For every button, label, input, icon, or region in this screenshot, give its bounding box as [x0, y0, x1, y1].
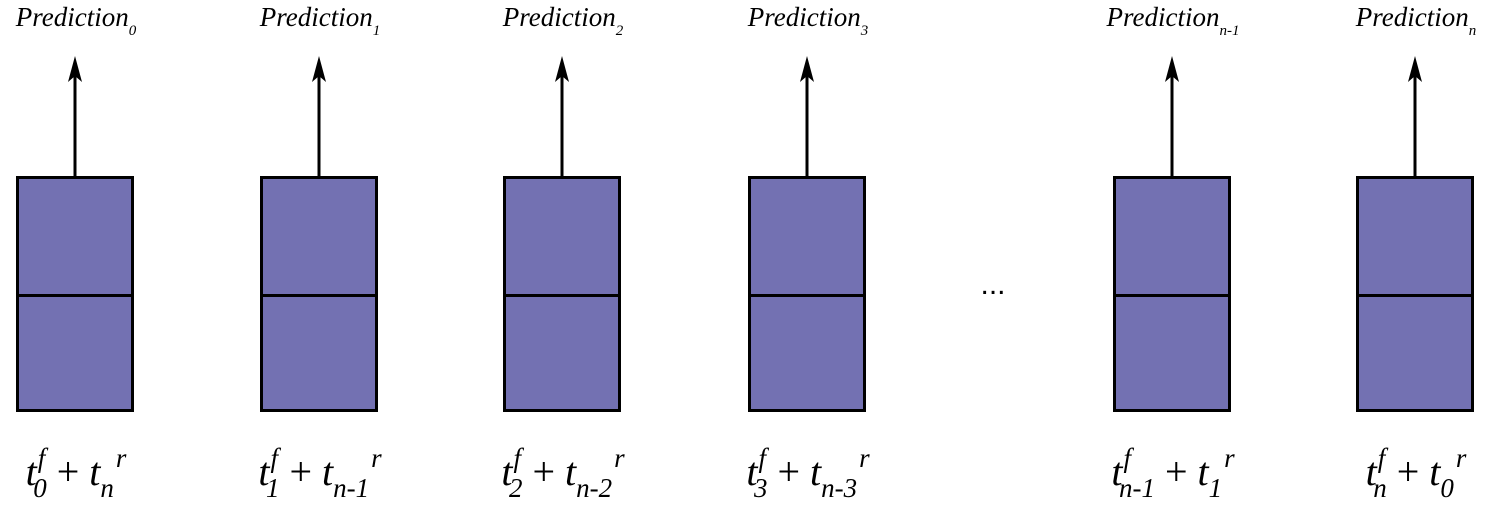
arrow-head [1165, 56, 1179, 82]
prediction-label-subscript: 1 [372, 23, 381, 39]
prediction-label: Prediction2 [493, 2, 633, 39]
forward-subscript: 1 [265, 473, 280, 503]
input-formula: tfn-1 + t1r [1083, 443, 1263, 503]
reverse-superscript: r [1455, 443, 1467, 473]
formula-t-forward: t [1365, 449, 1377, 494]
reverse-superscript: r [115, 443, 127, 473]
plus-sign: + [777, 449, 801, 494]
cell-divider [506, 294, 618, 297]
forward-subscript: 0 [33, 473, 47, 503]
arrow-head [312, 56, 326, 82]
lstm-cell-box [503, 176, 621, 412]
reverse-superscript: r [1224, 443, 1235, 473]
output-arrow [312, 56, 326, 176]
forward-superscript: f [758, 443, 766, 473]
formula-t-reverse: t [565, 449, 577, 494]
prediction-label-subscript: 3 [860, 23, 869, 39]
cell-divider [19, 294, 131, 297]
plus-sign: + [1396, 449, 1420, 494]
formula-t-reverse: t [89, 449, 101, 494]
formula-t-forward: t [25, 449, 37, 494]
input-formula: tfn + t0r [1326, 443, 1492, 503]
cell-divider [263, 294, 375, 297]
prediction-label-base: Prediction [1355, 2, 1469, 32]
cell-divider [1359, 294, 1471, 297]
forward-subscript: n-1 [1118, 473, 1155, 503]
output-arrow [68, 56, 82, 176]
forward-superscript: f [1377, 443, 1386, 473]
input-formula: tf2 + tn-2r [473, 443, 653, 503]
output-arrow [1165, 56, 1179, 176]
lstm-cell-box [748, 176, 866, 412]
reverse-subscript: n-1 [333, 473, 370, 503]
ellipsis: ... [980, 268, 1006, 301]
forward-superscript: f [37, 443, 46, 473]
prediction-label-base: Prediction [15, 2, 129, 32]
forward-superscript: f [513, 443, 521, 473]
prediction-label-subscript: n [1468, 23, 1477, 39]
cell-divider [751, 294, 863, 297]
prediction-label: Prediction3 [738, 2, 878, 39]
prediction-label-base: Prediction [1106, 2, 1220, 32]
lstm-column-4: Predictionn-1 tfn-1 + t1r [1103, 0, 1243, 522]
lstm-column-0: Prediction0 tf0 + tnr [6, 0, 146, 522]
lstm-column-3: Prediction3 tf3 + tn-3r [738, 0, 878, 522]
forward-superscript: f [1123, 443, 1131, 473]
formula-t-reverse: t [322, 449, 334, 494]
cell-divider [1116, 294, 1228, 297]
reverse-subscript: n-3 [821, 473, 858, 503]
input-formula: tf1 + tn-1r [230, 443, 410, 503]
output-arrow [1408, 56, 1422, 176]
prediction-label: Prediction0 [6, 2, 146, 39]
arrow-head [555, 56, 569, 82]
formula-t-reverse: t [1429, 449, 1441, 494]
input-formula: tf0 + tnr [0, 443, 166, 503]
formula-t-reverse: t [810, 449, 822, 494]
arrow-head [800, 56, 814, 82]
prediction-label: Prediction1 [250, 2, 390, 39]
formula-t-forward: t [746, 449, 758, 494]
prediction-label-subscript: n-1 [1219, 23, 1240, 39]
lstm-column-2: Prediction2 tf2 + tn-2r [493, 0, 633, 522]
formula-t-reverse: t [1197, 449, 1209, 494]
forward-subscript: 3 [753, 473, 768, 503]
prediction-label-base: Prediction [502, 2, 616, 32]
plus-sign: + [1164, 449, 1188, 494]
reverse-subscript: n-2 [576, 473, 613, 503]
lstm-cell-box [260, 176, 378, 412]
formula-t-forward: t [501, 449, 513, 494]
reverse-superscript: r [614, 443, 625, 473]
arrow-head [68, 56, 82, 82]
plus-sign: + [532, 449, 556, 494]
input-formula: tf3 + tn-3r [718, 443, 898, 503]
lstm-cell-box [1356, 176, 1474, 412]
plus-sign: + [289, 449, 313, 494]
lstm-column-1: Prediction1 tf1 + tn-1r [250, 0, 390, 522]
forward-superscript: f [270, 443, 278, 473]
prediction-label: Predictionn [1346, 2, 1486, 39]
lstm-column-5: Predictionn tfn + t0r [1346, 0, 1486, 522]
reverse-superscript: r [371, 443, 382, 473]
reverse-subscript: 1 [1208, 473, 1223, 503]
reverse-subscript: n [100, 473, 114, 503]
forward-subscript: 2 [508, 473, 523, 503]
forward-subscript: n [1373, 473, 1387, 503]
lstm-cell-box [1113, 176, 1231, 412]
output-arrow [800, 56, 814, 176]
prediction-label-base: Prediction [259, 2, 373, 32]
output-arrow [555, 56, 569, 176]
prediction-label: Predictionn-1 [1103, 2, 1243, 39]
formula-t-forward: t [1111, 449, 1123, 494]
prediction-label-base: Prediction [747, 2, 861, 32]
reverse-superscript: r [859, 443, 870, 473]
arrow-head [1408, 56, 1422, 82]
reverse-subscript: 0 [1440, 473, 1454, 503]
formula-t-forward: t [258, 449, 270, 494]
lstm-cell-box [16, 176, 134, 412]
prediction-label-subscript: 0 [128, 23, 137, 39]
prediction-label-subscript: 2 [615, 23, 624, 39]
plus-sign: + [56, 449, 80, 494]
